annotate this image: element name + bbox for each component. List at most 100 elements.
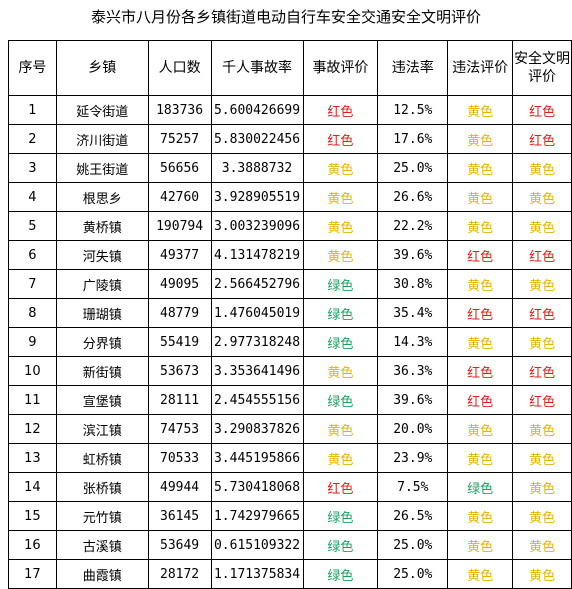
cell-violation-rate: 30.8% — [377, 269, 449, 299]
cell-index: 1 — [8, 95, 57, 125]
cell-violation-eval: 黄色 — [447, 124, 514, 154]
cell-accident-rate: 1.171375834 — [210, 559, 304, 589]
page-title: 泰兴市八月份各乡镇街道电动自行车安全交通安全文明评价 — [90, 8, 481, 26]
cell-accident-eval: 黄色 — [302, 414, 379, 444]
cell-town: 分界镇 — [55, 327, 149, 357]
cell-violation-rate: 7.5% — [377, 472, 449, 502]
cell-index: 4 — [8, 182, 57, 212]
cell-safety-eval: 黄色 — [512, 530, 572, 560]
cell-violation-eval: 黄色 — [447, 327, 514, 357]
table-row: 7 广陵镇 49095 2.566452796 绿色 30.8% 黄色 黄色 — [8, 269, 572, 299]
header-town: 乡镇 — [55, 40, 149, 96]
table-row: 3 姚王街道 56656 3.3888732 黄色 25.0% 黄色 黄色 — [8, 153, 572, 183]
cell-population: 75257 — [147, 124, 212, 154]
cell-accident-eval: 红色 — [302, 472, 379, 502]
cell-accident-eval: 黄色 — [302, 153, 379, 183]
cell-safety-eval: 黄色 — [512, 559, 572, 589]
cell-accident-eval: 绿色 — [302, 269, 379, 299]
cell-violation-eval: 黄色 — [447, 443, 514, 473]
cell-town: 古溪镇 — [55, 530, 149, 560]
cell-population: 28172 — [147, 559, 212, 589]
cell-accident-rate: 3.003239096 — [210, 211, 304, 241]
cell-accident-eval: 黄色 — [302, 182, 379, 212]
cell-population: 190794 — [147, 211, 212, 241]
cell-population: 55419 — [147, 327, 212, 357]
cell-population: 183736 — [147, 95, 212, 125]
cell-violation-eval: 黄色 — [447, 414, 514, 444]
cell-index: 12 — [8, 414, 57, 444]
cell-accident-rate: 1.742979665 — [210, 501, 304, 531]
table-body: 1 延令街道 183736 5.600426699 红色 12.5% 黄色 红色 2 济川街道 75… — [8, 95, 572, 589]
cell-violation-rate: 20.0% — [377, 414, 449, 444]
cell-index: 2 — [8, 124, 57, 154]
table-row: 16 古溪镇 53649 0.615109322 绿色 25.0% 黄色 黄色 — [8, 530, 572, 560]
cell-safety-eval: 红色 — [512, 95, 572, 125]
table-row: 15 元竹镇 36145 1.742979665 绿色 26.5% 黄色 黄色 — [8, 501, 572, 531]
cell-accident-rate: 0.615109322 — [210, 530, 304, 560]
table-row: 17 曲霞镇 28172 1.171375834 绿色 25.0% 黄色 黄色 — [8, 559, 572, 589]
cell-accident-eval: 红色 — [302, 124, 379, 154]
table-row: 13 虹桥镇 70533 3.445195866 黄色 23.9% 黄色 黄色 — [8, 443, 572, 473]
cell-accident-rate: 3.3888732 — [210, 153, 304, 183]
cell-violation-eval: 黄色 — [447, 153, 514, 183]
cell-violation-eval: 红色 — [447, 356, 514, 386]
cell-town: 延令街道 — [55, 95, 149, 125]
cell-index: 7 — [8, 269, 57, 299]
cell-population: 28111 — [147, 385, 212, 415]
cell-index: 14 — [8, 472, 57, 502]
header-index: 序号 — [8, 40, 57, 96]
cell-town: 元竹镇 — [55, 501, 149, 531]
cell-safety-eval: 黄色 — [512, 414, 572, 444]
table-row: 1 延令街道 183736 5.600426699 红色 12.5% 黄色 红色 — [8, 95, 572, 125]
cell-accident-rate: 2.454555156 — [210, 385, 304, 415]
cell-population: 36145 — [147, 501, 212, 531]
cell-accident-rate: 4.131478219 — [210, 240, 304, 270]
cell-safety-eval: 红色 — [512, 385, 572, 415]
cell-violation-eval: 黄色 — [447, 530, 514, 560]
table-row: 12 滨江镇 74753 3.290837826 黄色 20.0% 黄色 黄色 — [8, 414, 572, 444]
cell-town: 宣堡镇 — [55, 385, 149, 415]
cell-population: 48779 — [147, 298, 212, 328]
cell-violation-rate: 25.0% — [377, 153, 449, 183]
table-row: 5 黄桥镇 190794 3.003239096 黄色 22.2% 黄色 黄色 — [8, 211, 572, 241]
cell-violation-eval: 黄色 — [447, 559, 514, 589]
table-row: 11 宣堡镇 28111 2.454555156 绿色 39.6% 红色 红色 — [8, 385, 572, 415]
cell-violation-rate: 23.9% — [377, 443, 449, 473]
cell-violation-rate: 25.0% — [377, 559, 449, 589]
cell-town: 根思乡 — [55, 182, 149, 212]
cell-violation-rate: 26.5% — [377, 501, 449, 531]
table-row: 9 分界镇 55419 2.977318248 绿色 14.3% 黄色 黄色 — [8, 327, 572, 357]
cell-accident-eval: 黄色 — [302, 356, 379, 386]
cell-index: 6 — [8, 240, 57, 270]
header-accident-eval: 事故评价 — [302, 40, 379, 96]
cell-accident-rate: 3.445195866 — [210, 443, 304, 473]
cell-violation-rate: 14.3% — [377, 327, 449, 357]
header-safety-eval: 安全文明评价 — [512, 40, 572, 96]
cell-population: 49095 — [147, 269, 212, 299]
cell-population: 56656 — [147, 153, 212, 183]
cell-violation-rate: 22.2% — [377, 211, 449, 241]
cell-index: 16 — [8, 530, 57, 560]
cell-violation-rate: 35.4% — [377, 298, 449, 328]
cell-violation-rate: 25.0% — [377, 530, 449, 560]
cell-town: 张桥镇 — [55, 472, 149, 502]
cell-safety-eval: 红色 — [512, 124, 572, 154]
cell-accident-rate: 3.290837826 — [210, 414, 304, 444]
cell-accident-eval: 绿色 — [302, 501, 379, 531]
cell-population: 74753 — [147, 414, 212, 444]
cell-safety-eval: 红色 — [512, 240, 572, 270]
cell-accident-eval: 绿色 — [302, 298, 379, 328]
cell-index: 5 — [8, 211, 57, 241]
cell-accident-eval: 绿色 — [302, 385, 379, 415]
cell-index: 9 — [8, 327, 57, 357]
cell-safety-eval: 红色 — [512, 356, 572, 386]
cell-accident-rate: 3.928905519 — [210, 182, 304, 212]
header-row: 序号 乡镇 人口数 千人事故率 事故评价 违法率 违法评价 安全文明评价 — [8, 40, 572, 96]
cell-violation-eval: 红色 — [447, 298, 514, 328]
cell-violation-eval: 黄色 — [447, 269, 514, 299]
header-violation-eval: 违法评价 — [447, 40, 514, 96]
cell-accident-eval: 黄色 — [302, 211, 379, 241]
cell-safety-eval: 黄色 — [512, 153, 572, 183]
cell-town: 珊瑚镇 — [55, 298, 149, 328]
header-population: 人口数 — [147, 40, 212, 96]
